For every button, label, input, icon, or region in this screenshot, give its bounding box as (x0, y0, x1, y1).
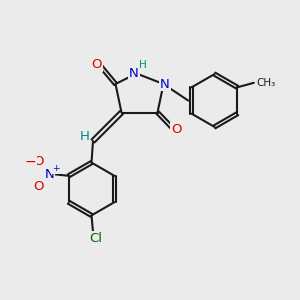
Text: H: H (139, 60, 147, 70)
Text: +: + (52, 164, 59, 173)
Text: O: O (33, 155, 44, 168)
Text: Cl: Cl (89, 232, 103, 245)
Text: N: N (45, 168, 54, 181)
Text: −: − (25, 155, 36, 169)
Text: H: H (80, 130, 89, 143)
Text: O: O (92, 58, 102, 71)
Text: O: O (171, 123, 181, 136)
Text: CH₃: CH₃ (257, 78, 276, 88)
Text: N: N (160, 77, 170, 91)
Text: O: O (33, 180, 44, 194)
Text: N: N (129, 67, 139, 80)
